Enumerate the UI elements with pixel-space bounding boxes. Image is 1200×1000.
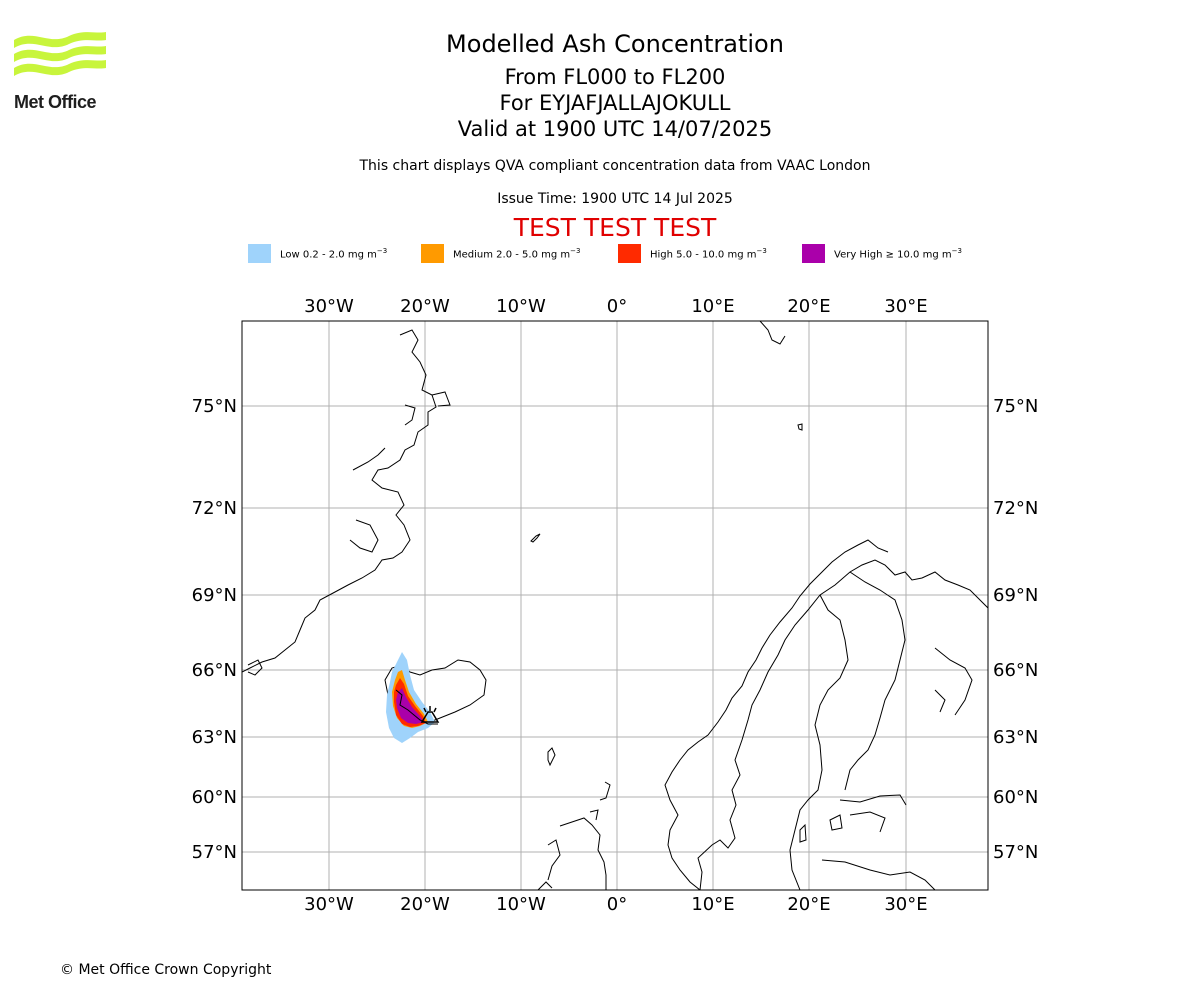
lon-label: 0° [607, 296, 627, 317]
flight-level-range: From FL000 to FL200 [504, 65, 726, 89]
lon-label: 30°W [304, 894, 354, 915]
lon-label: 30°E [884, 894, 927, 915]
lat-label: 69°N [993, 585, 1038, 606]
lat-label: 72°N [192, 498, 237, 519]
chart-title: Modelled Ash Concentration [446, 30, 784, 58]
lat-label: 75°N [192, 396, 237, 417]
lon-label: 10°E [691, 894, 734, 915]
map-frame [241, 320, 989, 891]
ash-area-very-high [396, 688, 424, 724]
volcano-name: For EYJAFJALLAJOKULL [499, 91, 731, 115]
lat-label: 57°N [993, 842, 1038, 863]
valid-time: Valid at 1900 UTC 14/07/2025 [457, 117, 773, 141]
logo-wordmark: Met Office [14, 92, 97, 112]
lon-label: 10°W [496, 894, 546, 915]
legend-swatch [618, 244, 641, 263]
lat-label: 57°N [192, 842, 237, 863]
lon-label: 20°W [400, 894, 450, 915]
lon-label: 30°E [884, 296, 927, 317]
lat-label: 63°N [192, 727, 237, 748]
lat-label: 60°N [993, 787, 1038, 808]
legend-label: Medium 2.0 - 5.0 mg m [453, 249, 571, 261]
lat-label: 69°N [192, 585, 237, 606]
volcano-icon [420, 706, 440, 723]
legend-swatch [802, 244, 825, 263]
faroe-islands [547, 747, 556, 767]
jan-mayen [530, 533, 541, 543]
test-banner: TEST TEST TEST [513, 213, 717, 242]
lat-labels-left: 75°N 72°N 69°N 66°N 63°N 60°N 57°N [192, 396, 237, 863]
lat-label: 75°N [993, 396, 1038, 417]
lon-label: 10°E [691, 296, 734, 317]
lat-label: 60°N [192, 787, 237, 808]
legend-swatch [421, 244, 444, 263]
chart-description: This chart displays QVA compliant concen… [359, 158, 871, 174]
lon-label: 20°W [400, 296, 450, 317]
lon-label: 20°E [787, 894, 830, 915]
greenland-coast [242, 329, 437, 673]
copyright-notice: © Met Office Crown Copyright [60, 962, 272, 978]
legend-label: Very High ≥ 10.0 mg m [834, 249, 952, 261]
map-gridlines [242, 321, 988, 890]
ash-contours [386, 652, 438, 743]
lon-label: 10°W [496, 296, 546, 317]
lon-label: 0° [607, 894, 627, 915]
lat-label: 66°N [993, 660, 1038, 681]
lon-label: 30°W [304, 296, 354, 317]
legend-swatch [248, 244, 271, 263]
lon-labels-top: 30°W 20°W 10°W 0° 10°E 20°E 30°E [304, 296, 927, 317]
british-isles-coast [537, 781, 611, 890]
baltic-coast [789, 594, 849, 890]
lat-label: 72°N [993, 498, 1038, 519]
lon-labels-bottom: 30°W 20°W 10°W 0° 10°E 20°E 30°E [304, 894, 927, 915]
lat-labels-right: 75°N 72°N 69°N 66°N 63°N 60°N 57°N [993, 396, 1038, 863]
issue-time: Issue Time: 1900 UTC 14 Jul 2025 [497, 191, 733, 207]
lat-label: 66°N [192, 660, 237, 681]
scandinavia-coast [697, 559, 988, 890]
legend-label: High 5.0 - 10.0 mg m [650, 249, 757, 261]
legend-label: Low 0.2 - 2.0 mg m [280, 249, 377, 261]
met-office-logo [14, 32, 106, 76]
lat-label: 63°N [993, 727, 1038, 748]
lon-label: 20°E [787, 296, 830, 317]
